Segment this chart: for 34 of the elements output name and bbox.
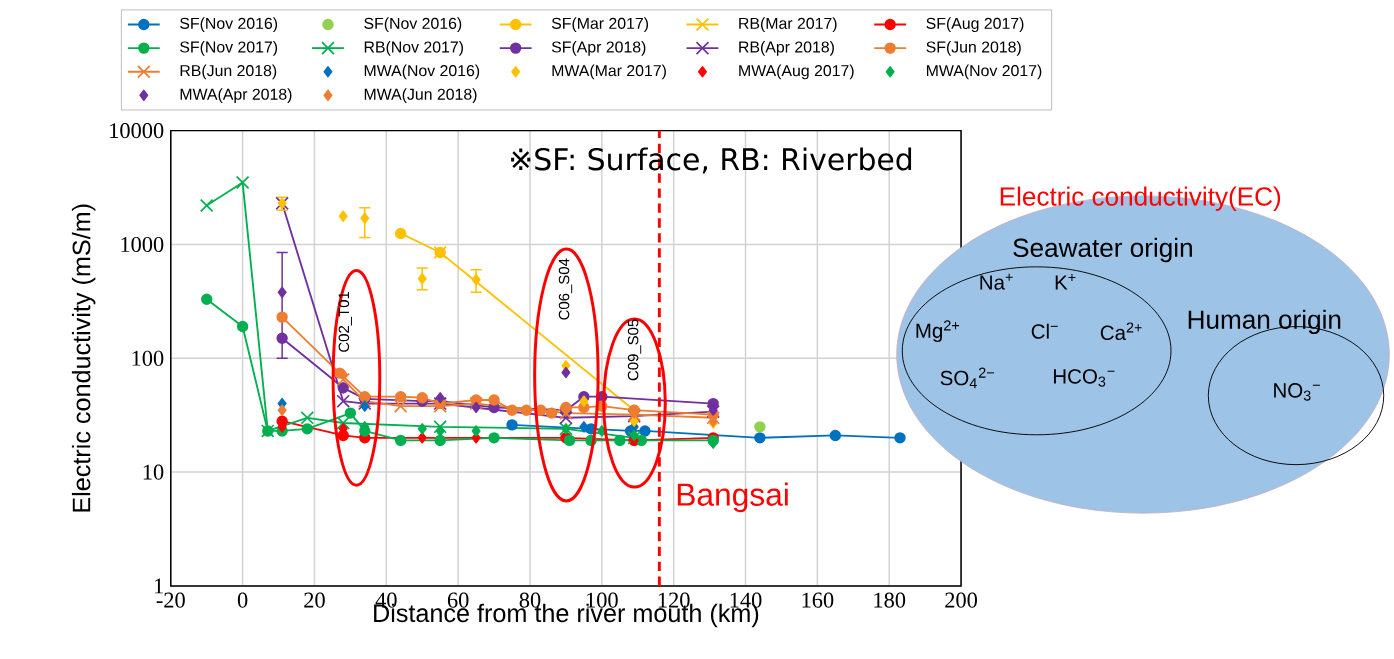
legend-label: RB(Apr 2018) — [739, 41, 834, 56]
annotation: C09_S05 — [627, 319, 642, 381]
annotation: C06_S04 — [558, 258, 573, 320]
x-tick-label: 20 — [304, 592, 325, 608]
legend-label: MWA(Nov 2017) — [926, 64, 1042, 80]
legend-label: SF(Mar 2017) — [551, 17, 649, 33]
y-axis-title: Electric conductivity (mS/m) — [71, 204, 96, 512]
y-tick-label: 1000 — [121, 237, 164, 253]
y-tick-label: 10 — [143, 464, 164, 480]
x-tick-label: 0 — [237, 592, 248, 608]
legend-label: MWA(Apr 2018) — [180, 88, 292, 104]
y-tick-label: 100 — [132, 350, 164, 366]
x-tick-label: -20 — [156, 592, 185, 608]
x-tick-label: 180 — [874, 592, 906, 608]
x-tick-label: 200 — [945, 592, 977, 608]
legend-label: SF(Nov 2016) — [180, 17, 278, 33]
legend-label: RB(Nov 2017) — [364, 41, 463, 56]
x-tick-label: 160 — [802, 592, 834, 608]
y-tick-label: 10000 — [110, 123, 164, 139]
legend-label: RB(Jun 2018) — [180, 64, 277, 80]
legend-label: SF(Aug 2017) — [926, 17, 1024, 33]
legend-label: MWA(Nov 2016) — [364, 64, 480, 80]
ref-line-label: Bangsai — [677, 482, 788, 513]
y-tick-label: 1 — [154, 578, 163, 594]
legend-label: SF(Apr 2018) — [551, 41, 646, 56]
legend-label: MWA(Jun 2018) — [364, 88, 477, 104]
legend-label: SF(Nov 2016) — [364, 17, 462, 33]
legend-label: RB(Mar 2017) — [739, 17, 837, 33]
annotation: ※SF: Surface, RB: Riverbed — [511, 147, 912, 174]
legend-label: MWA(Mar 2017) — [552, 64, 666, 80]
legend-label: SF(Jun 2018) — [926, 41, 1021, 56]
legend-label: SF(Nov 2017) — [180, 41, 278, 56]
legend-label: MWA(Aug 2017) — [739, 64, 854, 80]
annotation: C02_T01 — [338, 292, 352, 352]
